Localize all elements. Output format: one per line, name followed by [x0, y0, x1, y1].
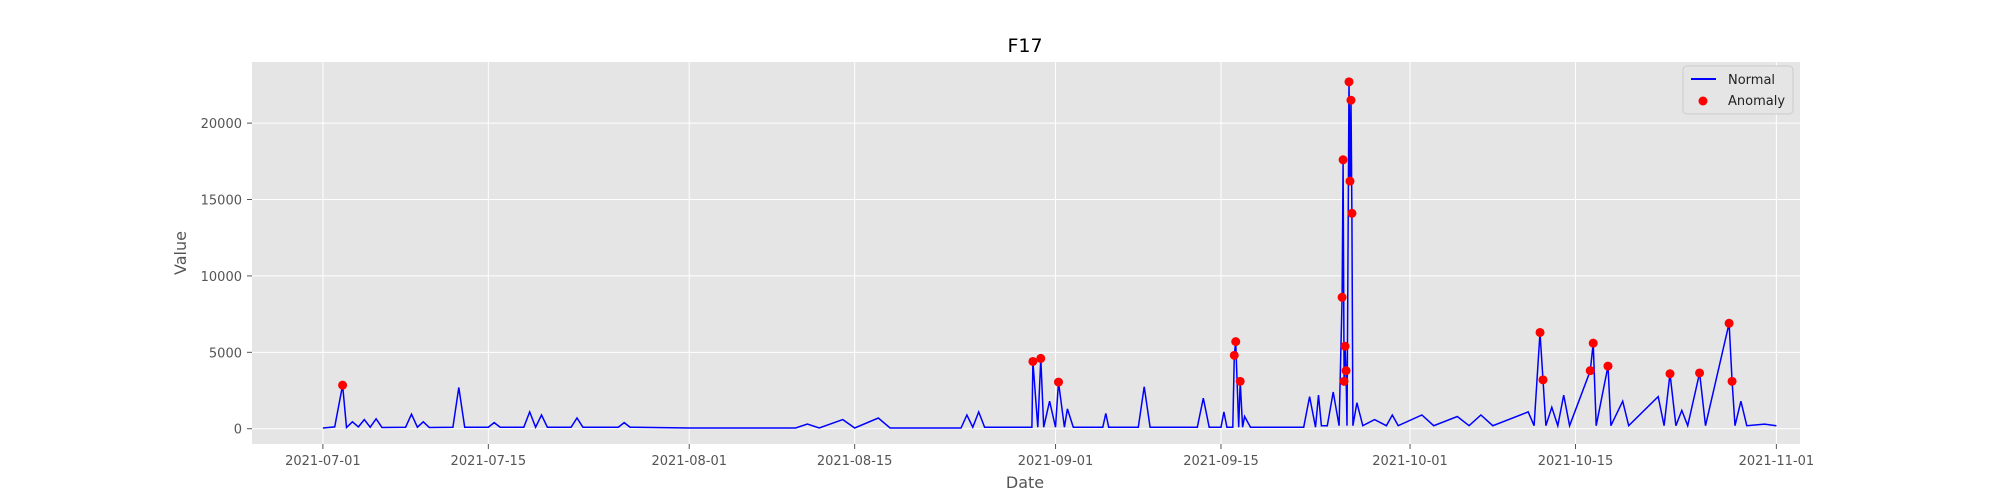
- legend-anomaly-label: Anomaly: [1728, 94, 1785, 109]
- y-tick-label: 10000: [201, 270, 242, 285]
- anomaly-point: [1538, 375, 1548, 385]
- legend-normal-label: Normal: [1728, 73, 1775, 88]
- x-tick-label: 2021-10-01: [1372, 454, 1448, 469]
- x-tick-label: 2021-08-15: [817, 454, 893, 469]
- anomaly-point: [1695, 368, 1705, 378]
- anomaly-point: [1603, 361, 1613, 371]
- legend-anomaly-swatch: [1698, 96, 1708, 106]
- x-tick-label: 2021-08-01: [651, 454, 727, 469]
- anomaly-point: [1347, 208, 1357, 218]
- y-tick-label: 20000: [201, 117, 242, 132]
- anomaly-point: [1727, 376, 1737, 386]
- y-axis-label: Value: [171, 231, 190, 275]
- series-normal-line: [322, 81, 1777, 430]
- anomaly-point: [1028, 356, 1038, 366]
- anomaly-point: [1231, 337, 1241, 347]
- anomaly-point: [1337, 292, 1347, 302]
- anomaly-point: [1338, 155, 1348, 165]
- anomaly-point: [1665, 369, 1675, 379]
- legend: Normal Anomaly: [1682, 65, 1794, 115]
- y-tick-label: 15000: [201, 194, 242, 209]
- anomaly-point: [1585, 366, 1595, 376]
- anomaly-point: [1588, 338, 1598, 348]
- x-tick-label: 2021-09-01: [1018, 454, 1094, 469]
- anomaly-point: [1341, 366, 1351, 376]
- anomaly-point: [1036, 353, 1046, 363]
- anomaly-point: [1345, 176, 1355, 186]
- anomaly-point: [1724, 318, 1734, 328]
- y-tick-label: 5000: [209, 346, 242, 361]
- anomaly-point: [1235, 376, 1245, 386]
- axis-ticks: 2021-07-01 2021-07-15 2021-08-01 2021-08-15…: [201, 117, 1815, 469]
- x-tick-label: 2021-07-01: [285, 454, 361, 469]
- grid-lines: [252, 62, 1800, 444]
- x-axis-label: Date: [1006, 473, 1044, 492]
- anomaly-point: [1535, 327, 1545, 337]
- series-anomaly-points: [338, 77, 1737, 390]
- anomaly-point: [1344, 77, 1354, 87]
- anomaly-point: [1339, 376, 1349, 386]
- anomaly-point: [1346, 95, 1356, 105]
- anomaly-point: [1053, 377, 1063, 387]
- anomaly-point: [1340, 341, 1350, 351]
- x-tick-label: 2021-09-15: [1183, 454, 1259, 469]
- x-tick-label: 2021-10-15: [1538, 454, 1614, 469]
- chart-title: F17: [1007, 35, 1042, 57]
- y-tick-label: 0: [234, 423, 242, 438]
- plot-area: [252, 62, 1800, 444]
- x-tick-label: 2021-11-01: [1739, 454, 1815, 469]
- anomaly-point: [1229, 350, 1239, 360]
- anomaly-point: [338, 380, 348, 390]
- x-tick-label: 2021-07-15: [451, 454, 527, 469]
